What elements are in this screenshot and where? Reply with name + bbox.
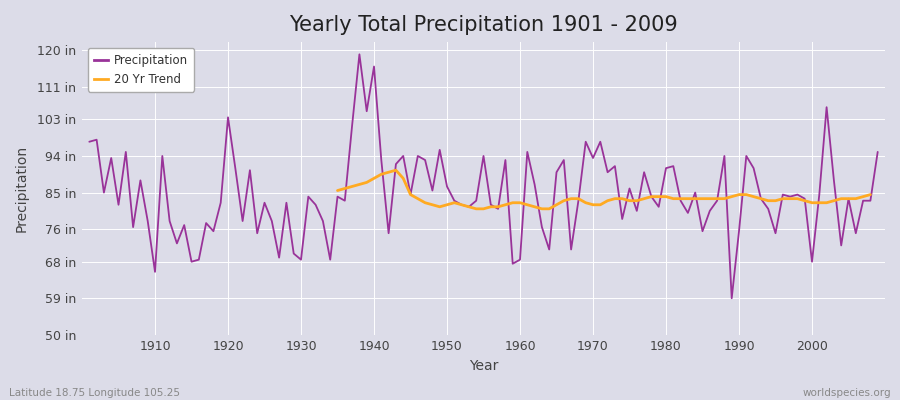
Text: Latitude 18.75 Longitude 105.25: Latitude 18.75 Longitude 105.25 <box>9 388 180 398</box>
Text: worldspecies.org: worldspecies.org <box>803 388 891 398</box>
Legend: Precipitation, 20 Yr Trend: Precipitation, 20 Yr Trend <box>88 48 194 92</box>
X-axis label: Year: Year <box>469 359 499 373</box>
Title: Yearly Total Precipitation 1901 - 2009: Yearly Total Precipitation 1901 - 2009 <box>289 15 678 35</box>
Y-axis label: Precipitation: Precipitation <box>15 145 29 232</box>
